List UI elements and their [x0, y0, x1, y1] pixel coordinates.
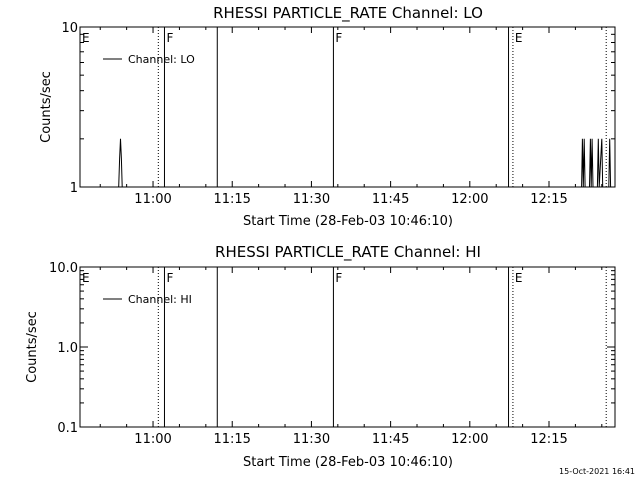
- panel-lo-xlabel: Start Time (28-Feb-03 10:46:10): [243, 214, 453, 229]
- panel-hi-marker-label: F: [335, 271, 342, 285]
- panel-hi-legend: Channel: HI: [103, 293, 192, 306]
- panel-hi-frame: [79, 266, 616, 428]
- panel-lo-xtick-label: 11:30: [293, 192, 330, 207]
- panel-lo-series-line: [581, 138, 586, 188]
- panel-hi-ylabel: Counts/sec: [25, 311, 40, 383]
- panel-lo-marker-label: E: [515, 31, 523, 45]
- panel-lo-series-line: [596, 138, 604, 188]
- panel-hi-xtick-label: 11:30: [293, 432, 330, 447]
- panel-lo-ylabel: Counts/sec: [39, 71, 54, 143]
- panel-hi-ytick-label: 1.0: [57, 341, 78, 356]
- panel-lo-legend: Channel: LO: [103, 53, 195, 66]
- panel-lo-series-line: [118, 138, 123, 188]
- panel-hi-marker-label: E: [515, 271, 523, 285]
- panel-lo-title: RHESSI PARTICLE_RATE Channel: LO: [213, 4, 483, 23]
- panel-lo-series: [118, 138, 612, 188]
- panel-lo-marker-label: F: [166, 31, 173, 45]
- panel-hi-ytick-label: 0.1: [57, 421, 78, 436]
- panel-lo-series-line: [589, 138, 594, 188]
- panel-hi-xtick-label: 12:00: [451, 432, 488, 447]
- panel-lo-frame: [79, 26, 616, 188]
- panel-hi: RHESSI PARTICLE_RATE Channel: HI Counts/…: [25, 243, 616, 470]
- panel-lo-marker-label: E: [82, 31, 90, 45]
- panel-lo-ticks: 11:00 11:15 11:30 11:45 12:00 12:15 1 10: [61, 21, 615, 207]
- panel-hi-legend-label: Channel: HI: [128, 293, 192, 306]
- panel-hi-ticks: 11:00 11:15 11:30 11:45 12:00 12:15 0.1 1.0 10.0: [49, 261, 615, 447]
- panel-hi-xtick-label: 11:00: [134, 432, 171, 447]
- panel-lo-marker-label: F: [335, 31, 342, 45]
- panel-hi-xtick-label: 11:45: [372, 432, 409, 447]
- panel-lo-legend-label: Channel: LO: [128, 53, 195, 66]
- panel-lo-series-line: [608, 138, 612, 188]
- panel-lo-xtick-label: 11:45: [372, 192, 409, 207]
- panel-lo-xtick-label: 11:00: [134, 192, 171, 207]
- panel-lo-ytick-label: 10: [61, 21, 78, 36]
- panel-lo-ytick-label: 1: [70, 181, 78, 196]
- panel-hi-xlabel: Start Time (28-Feb-03 10:46:10): [243, 455, 453, 470]
- panel-hi-marker-label: F: [166, 271, 173, 285]
- panel-lo-xtick-label: 12:15: [530, 192, 567, 207]
- panel-lo: RHESSI PARTICLE_RATE Channel: LO Counts/…: [39, 4, 616, 229]
- panel-hi-xtick-label: 11:15: [213, 432, 250, 447]
- panel-lo-xtick-label: 12:00: [451, 192, 488, 207]
- generated-timestamp: 15-Oct-2021 16:41: [559, 467, 635, 476]
- panel-hi-ytick-label: 10.0: [49, 261, 78, 276]
- panel-hi-marker-label: E: [82, 271, 90, 285]
- panel-hi-title: RHESSI PARTICLE_RATE Channel: HI: [215, 243, 481, 262]
- panel-hi-xtick-label: 12:15: [530, 432, 567, 447]
- panel-lo-xtick-label: 11:15: [213, 192, 250, 207]
